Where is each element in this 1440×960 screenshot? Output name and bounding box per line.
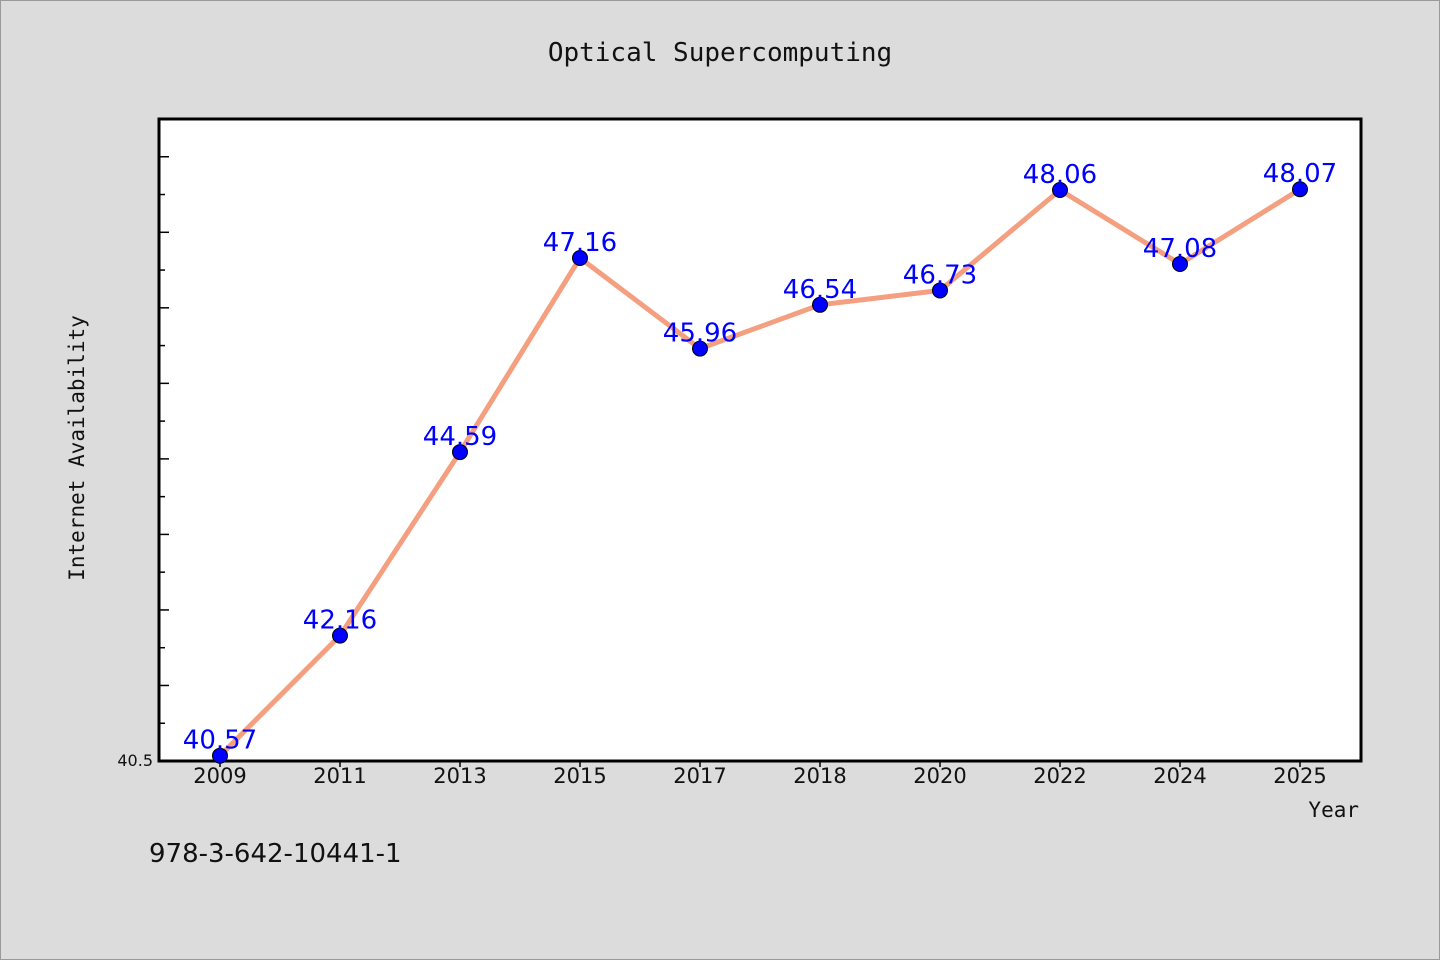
data-point — [212, 747, 228, 764]
x-tick-label: 2015 — [553, 764, 606, 788]
x-axis-ticks — [219, 761, 1301, 767]
x-tick-label: 2020 — [913, 764, 966, 788]
data-label: 47.16 — [543, 228, 617, 258]
data-label: 46.54 — [783, 275, 857, 305]
y-axis-ticks — [159, 156, 169, 724]
x-tick-label: 2025 — [1273, 764, 1326, 788]
x-tick-label: 2009 — [193, 764, 246, 788]
data-point — [1292, 181, 1308, 198]
x-axis-title: Year — [1308, 798, 1359, 822]
data-point — [812, 296, 828, 313]
x-tick-label: 2018 — [793, 764, 846, 788]
data-labels: 40.57 42.16 44.59 47.16 45.96 46.54 46.73 48.06… — [183, 159, 1337, 755]
x-tick-label: 2011 — [313, 764, 366, 788]
data-label: 46.73 — [903, 260, 977, 290]
data-point — [692, 340, 708, 357]
isbn-text: 978-3-642-10441-1 — [149, 839, 402, 869]
data-point — [572, 249, 588, 266]
data-label: 44.59 — [423, 422, 497, 452]
data-point — [932, 282, 948, 299]
data-label: 40.57 — [183, 726, 257, 756]
chart-title: Optical Supercomputing — [548, 38, 892, 68]
data-point — [1172, 256, 1188, 273]
data-markers — [212, 181, 1308, 764]
y-tick-label: 40.5 — [117, 751, 153, 770]
data-point — [332, 627, 348, 644]
data-label: 48.06 — [1023, 160, 1097, 190]
y-axis-title: Internet Availability — [65, 315, 89, 581]
x-tick-labels: 2009 2011 2013 2015 2017 2018 2020 2022 2024 2025 — [193, 764, 1326, 788]
data-label: 47.08 — [1143, 234, 1217, 264]
x-tick-label: 2022 — [1033, 764, 1086, 788]
data-label: 48.07 — [1263, 159, 1337, 189]
data-label: 42.16 — [303, 606, 377, 636]
data-label: 45.96 — [663, 319, 737, 349]
x-tick-label: 2017 — [673, 764, 726, 788]
plot-area — [157, 117, 1363, 763]
data-point — [1052, 181, 1068, 198]
data-point — [452, 444, 468, 461]
series-line — [218, 187, 1302, 758]
x-tick-label: 2024 — [1153, 764, 1206, 788]
x-tick-label: 2013 — [433, 764, 486, 788]
